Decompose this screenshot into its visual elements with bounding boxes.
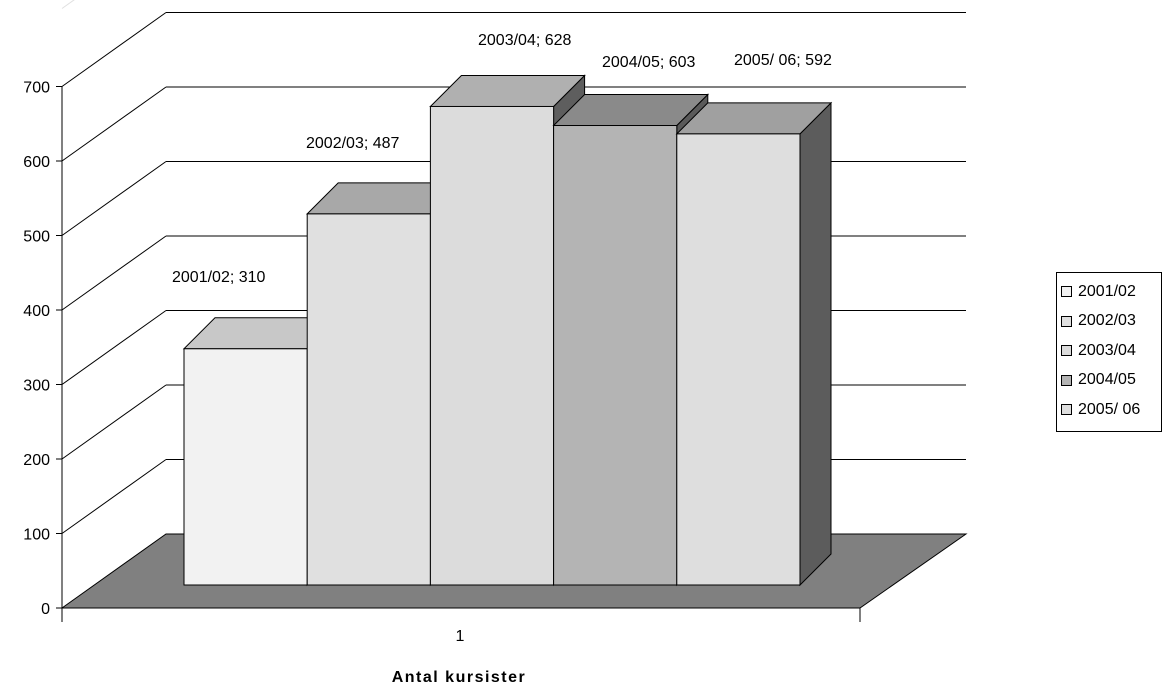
bar-front [183, 348, 308, 586]
legend-label: 2003/04 [1078, 341, 1136, 359]
chart-walls [61, 0, 861, 622]
bar-front [429, 105, 555, 586]
legend-label: 2004/05 [1078, 371, 1136, 389]
legend-label: 2002/03 [1078, 312, 1136, 330]
gridline-diagonal [61, 459, 167, 534]
y-tick-label: 100 [23, 527, 50, 544]
bars [182, 74, 833, 587]
bar-200506 [675, 101, 833, 587]
y-tick-label: 500 [23, 229, 50, 246]
legend-swatch [1061, 286, 1072, 298]
y-tick-label: 600 [23, 154, 50, 171]
legend-item: 2002/03 [1057, 307, 1161, 337]
legend-swatch [1061, 404, 1072, 416]
y-tick-label: 200 [23, 452, 50, 469]
x-axis-title: Antal kursister [392, 669, 527, 686]
gridline-diagonal [61, 161, 167, 236]
gridline-diagonal [61, 235, 167, 311]
bar-side [799, 101, 832, 587]
data-label: 2003/04; 628 [478, 32, 572, 49]
legend: 2001/02 2002/03 2003/04 2004/05 2005/ 06 [1056, 272, 1162, 432]
y-tick-label: 400 [23, 303, 50, 320]
gridline-diagonal [61, 310, 167, 385]
y-tick-label: 0 [41, 601, 50, 618]
data-label: 2005/ 06; 592 [734, 52, 832, 69]
data-labels: 2001/02; 310 2002/03; 487 2003/04; 628 2004… [172, 32, 832, 286]
legend-label: 2001/02 [1078, 282, 1136, 300]
legend-swatch [1061, 374, 1072, 386]
legend-item: 2005/ 06 [1057, 395, 1161, 425]
gridline-diagonal [61, 86, 167, 162]
legend-label: 2005/ 06 [1078, 400, 1141, 418]
legend-swatch [1061, 315, 1072, 327]
legend-item: 2003/04 [1057, 336, 1161, 366]
top-wall-diagonal [61, 0, 75, 9]
y-tick-label: 300 [23, 378, 50, 395]
y-axis: 0 100 200 300 400 500 600 700 [23, 80, 860, 618]
bar-front [676, 133, 801, 586]
legend-item: 2001/02 [1057, 277, 1161, 307]
x-tick-label: 1 [456, 628, 465, 645]
gridline-diagonal [61, 12, 167, 87]
legend-swatch [1061, 345, 1072, 357]
data-label: 2001/02; 310 [172, 269, 266, 286]
y-tick-label: 700 [23, 80, 50, 97]
legend-item: 2004/05 [1057, 366, 1161, 396]
data-label: 2002/03; 487 [306, 135, 400, 152]
gridline-diagonal [61, 384, 167, 460]
data-label: 2004/05; 603 [602, 54, 696, 71]
x-axis: 1 Antal kursister [392, 628, 527, 686]
bar-front [306, 213, 431, 586]
bar-front [553, 125, 678, 586]
